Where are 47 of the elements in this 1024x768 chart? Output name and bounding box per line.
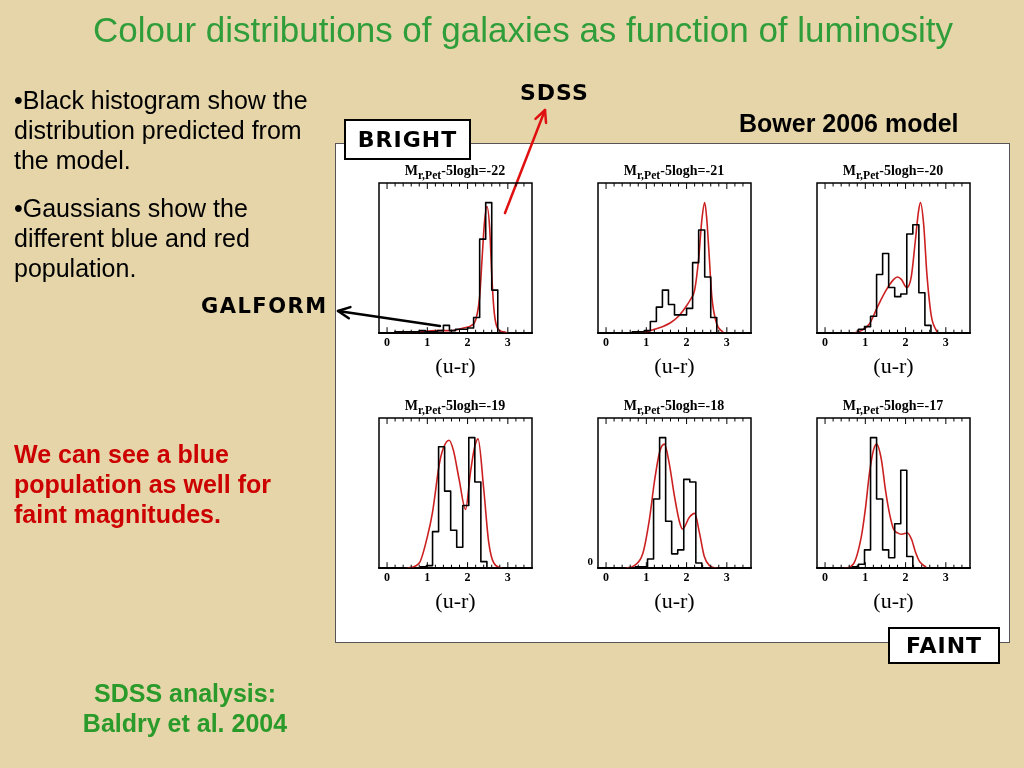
text: We can see a blue population as well for faint magnitudes. (14, 439, 272, 529)
x-axis-title: (u-r) (654, 352, 695, 378)
x-tick-label: 1 (862, 335, 869, 350)
x-tick-label: 1 (424, 570, 431, 585)
x-axis-title: (u-r) (873, 587, 914, 613)
chart-title: M$_{r,Pet}$-5logh=-19 (403, 397, 507, 417)
x-tick-label: 0 (384, 570, 391, 585)
x-tick-label: 0 (822, 335, 829, 350)
x-tick-label: 3 (942, 570, 949, 585)
chart-title: M$_{r,Pet}$-5logh=-20 (841, 162, 945, 182)
x-tick-label: 1 (643, 570, 650, 585)
x-tick-label: 3 (942, 335, 949, 350)
chart-title: M$_{r,Pet}$-5logh=-22 (403, 162, 507, 182)
x-tick-label: 2 (683, 570, 690, 585)
x-tick-label: 0 (384, 335, 391, 350)
text: GALFORM (201, 293, 328, 319)
text: Colour distributions of galaxies as function of luminosity (92, 9, 954, 51)
x-tick-label: 0 (603, 570, 610, 585)
chart-title: M$_{r,Pet}$-5logh=-18 (622, 397, 726, 417)
x-tick-label: 3 (723, 570, 730, 585)
x-tick-label: 1 (643, 335, 650, 350)
text: 0 (587, 555, 594, 568)
text: BRIGHT (344, 119, 471, 160)
x-tick-label: 3 (723, 335, 730, 350)
text: FAINT (888, 627, 1000, 664)
x-tick-label: 2 (683, 335, 690, 350)
x-tick-label: 2 (902, 335, 909, 350)
x-tick-label: 0 (822, 570, 829, 585)
x-tick-label: 1 (862, 570, 869, 585)
chart-title: M$_{r,Pet}$-5logh=-17 (841, 397, 945, 417)
text: •Black histogram show the distribution predicted from the model. (14, 85, 309, 175)
x-axis-title: (u-r) (873, 352, 914, 378)
text: SDSS analysis: Baldry et al. 2004 (81, 678, 289, 738)
text: •Gaussians show the different blue and red population. (14, 193, 251, 283)
x-tick-label: 0 (603, 335, 610, 350)
text: Bower 2006 model (739, 108, 959, 138)
x-tick-label: 3 (504, 335, 511, 350)
x-tick-label: 2 (464, 570, 471, 585)
x-tick-label: 2 (902, 570, 909, 585)
text: SDSS (520, 80, 589, 106)
x-axis-title: (u-r) (435, 352, 476, 378)
x-axis-title: (u-r) (654, 587, 695, 613)
x-tick-label: 3 (504, 570, 511, 585)
x-tick-label: 1 (424, 335, 431, 350)
x-tick-label: 2 (464, 335, 471, 350)
chart-title: M$_{r,Pet}$-5logh=-21 (622, 162, 726, 182)
x-axis-title: (u-r) (435, 587, 476, 613)
